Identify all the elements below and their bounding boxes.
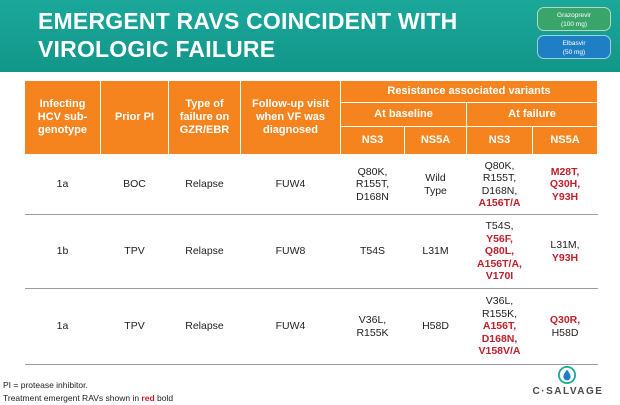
emergent-variant: V170I (485, 270, 514, 283)
grazoprevir-badge: Grazoprevir (100 mg) (537, 7, 611, 31)
cell-failure-type: Relapse (168, 154, 241, 215)
elbasvir-dose: (50 mg) (562, 49, 586, 56)
emergent-variant: A156T/A, (477, 257, 522, 270)
table-row: 1a BOC Relapse FUW4 Q80K, R155T, D168N Wild Type… (24, 154, 598, 215)
cell-base-ns5a: L31M (404, 214, 467, 289)
logo-text: C·SALVAGE (532, 386, 604, 397)
cell-genotype: 1b (24, 214, 101, 289)
grazoprevir-name: Grazoprevir (557, 12, 591, 19)
cell-base-ns3: T54S (340, 214, 405, 289)
cell-base-ns5a: Wild Type (404, 154, 467, 215)
emergent-variant: A156T/A (478, 197, 521, 209)
cell-fail-ns5a: M28T, Q30H, Y93H (532, 154, 598, 215)
cell-followup: FUW4 (240, 288, 341, 365)
cell-base-ns3: Q80K, R155T, D168N (340, 154, 405, 215)
variant: Wild (425, 172, 446, 184)
cell-followup: FUW4 (240, 154, 341, 215)
footnote-emergent-suffix: bold (154, 393, 174, 403)
cell-genotype: 1a (24, 154, 101, 215)
cell-fail-ns5a: Q30R, H58D (532, 288, 598, 365)
cell-base-ns5a: H58D (404, 288, 467, 365)
cell-fail-ns3: T54S, Y56F, Q80L, A156T/A, V170I (466, 214, 533, 289)
footnote-pi: PI = protease inhibitor. (3, 380, 88, 390)
cell-failure-type: Relapse (168, 214, 241, 289)
emergent-variant: Y93H (551, 251, 579, 264)
elbasvir-badge: Elbasvir (50 mg) (537, 35, 611, 59)
variant: L31M, (550, 239, 580, 251)
emergent-variant: Q80L, (484, 245, 515, 258)
header-baseline-ns3: NS3 (340, 126, 405, 155)
footnote-emergent: Treatment emergent RAVs shown in red bol… (3, 393, 173, 403)
emergent-variant: Y56F, (486, 232, 513, 245)
header-failure-type: Type of failure on GZR/EBR (168, 80, 241, 155)
cell-prior-pi: BOC (100, 154, 169, 215)
cell-fail-ns5a: L31M, Y93H (532, 214, 598, 289)
cell-base-ns3: V36L, R155K (340, 288, 405, 365)
header-followup: Follow-up visit when VF was diagnosed (240, 80, 341, 155)
emergent-variant: Y93H (551, 190, 579, 203)
cell-fail-ns3: V36L, R155K, A156T, D168N, V158V/A (466, 288, 533, 365)
cell-failure-type: Relapse (168, 288, 241, 365)
header-baseline-ns5a: NS5A (404, 126, 467, 155)
header-rav-group: Resistance associated variants (339, 80, 599, 103)
emergent-variant: V158V/A (478, 345, 521, 358)
variant: H58D (551, 326, 579, 339)
cell-followup: FUW8 (240, 214, 341, 289)
emergent-variant: Q30R, (549, 314, 581, 326)
variant: D168N, (481, 184, 518, 197)
cell-fail-ns3: Q80K, R155T, D168N, A156T/A (466, 154, 533, 215)
variant: D168N (356, 190, 389, 203)
header-genotype: Infecting HCV sub-genotype (24, 80, 101, 155)
variant: Type (424, 184, 447, 197)
emergent-variant: D168N, (481, 332, 518, 345)
variant: T54S, (485, 220, 514, 233)
variant: R155T, (355, 178, 390, 191)
cell-prior-pi: TPV (100, 214, 169, 289)
variant: H58D (422, 320, 449, 333)
table-body: 1a BOC Relapse FUW4 Q80K, R155T, D168N Wild Type… (24, 154, 598, 365)
variant: Q80K, (357, 165, 388, 178)
slide-title: EMERGENT RAVS COINCIDENT WITH VIROLOGIC … (38, 8, 458, 62)
emergent-variant: A156T, (482, 320, 517, 333)
footnote-emergent-red: red (141, 393, 155, 403)
table-row: 1a TPV Relapse FUW4 V36L, R155K H58D V36L, R155K… (24, 288, 598, 365)
variant: V36L, (485, 295, 514, 308)
footnote-emergent-prefix: Treatment emergent RAVs shown in (3, 393, 142, 403)
elbasvir-name: Elbasvir (562, 40, 586, 47)
cell-genotype: 1a (24, 288, 101, 365)
variant: Q80K, (484, 159, 515, 172)
droplet-shield-icon (558, 366, 576, 384)
table-row: 1b TPV Relapse FUW8 T54S L31M T54S, Y56F, Q80L, A… (24, 214, 598, 289)
cell-prior-pi: TPV (100, 288, 169, 365)
header-failure-ns5a: NS5A (531, 126, 599, 155)
emergent-variant: M28T, (550, 165, 580, 178)
header-at-baseline: At baseline (340, 102, 467, 127)
variant: L31M (422, 245, 449, 258)
header-failure-ns3: NS3 (466, 126, 533, 155)
variant: V36L, (358, 314, 387, 326)
c-salvage-logo: C·SALVAGE (520, 366, 616, 400)
header-prior-pi: Prior PI (100, 80, 169, 155)
title-bar: EMERGENT RAVS COINCIDENT WITH VIROLOGIC … (0, 0, 620, 72)
emergent-variant: Q30H, (549, 178, 581, 191)
grazoprevir-dose: (100 mg) (560, 21, 587, 28)
header-at-failure: At failure (465, 102, 599, 127)
variant: R155K (356, 326, 389, 339)
rav-table: Infecting HCV sub-genotype Prior PI Type… (24, 80, 599, 365)
variant: R155K, (481, 307, 518, 320)
variant: T54S (359, 245, 386, 258)
variant: R155T, (482, 172, 517, 184)
